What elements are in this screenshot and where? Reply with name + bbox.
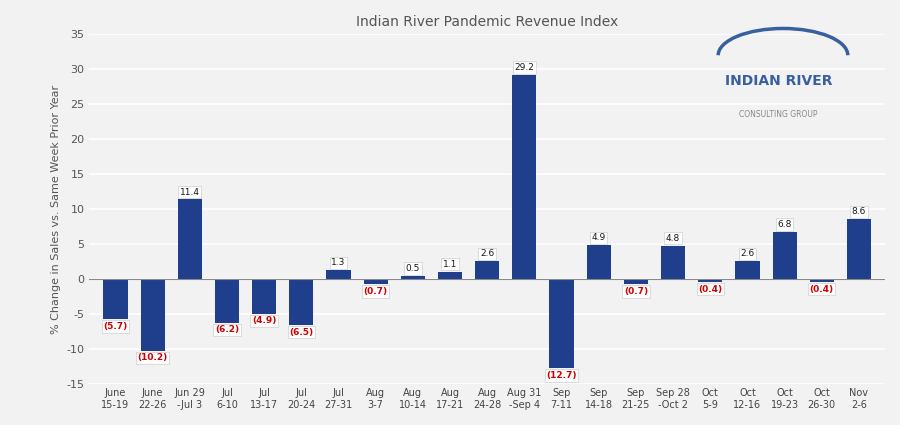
Bar bbox=[215, 279, 239, 323]
Text: (0.7): (0.7) bbox=[364, 287, 388, 296]
Bar bbox=[735, 261, 760, 279]
Text: (5.7): (5.7) bbox=[104, 322, 128, 331]
Text: 1.1: 1.1 bbox=[443, 260, 457, 269]
Bar bbox=[400, 276, 425, 279]
Bar bbox=[810, 279, 834, 282]
Text: (0.4): (0.4) bbox=[810, 285, 834, 294]
Bar bbox=[289, 279, 313, 325]
Text: (6.5): (6.5) bbox=[289, 328, 313, 337]
Text: INDIAN RIVER: INDIAN RIVER bbox=[724, 74, 832, 88]
Bar bbox=[698, 279, 723, 282]
Title: Indian River Pandemic Revenue Index: Indian River Pandemic Revenue Index bbox=[356, 15, 618, 29]
Text: CONSULTING GROUP: CONSULTING GROUP bbox=[739, 110, 818, 119]
Y-axis label: % Change in Sales vs. Same Week Prior Year: % Change in Sales vs. Same Week Prior Ye… bbox=[51, 85, 61, 334]
Bar bbox=[177, 199, 202, 279]
Text: (4.9): (4.9) bbox=[252, 316, 276, 326]
Text: 0.5: 0.5 bbox=[406, 264, 420, 273]
Text: (0.4): (0.4) bbox=[698, 285, 723, 294]
Bar bbox=[327, 270, 351, 279]
Bar bbox=[847, 219, 871, 279]
Text: 2.6: 2.6 bbox=[741, 249, 754, 258]
Bar bbox=[140, 279, 165, 351]
Text: 1.3: 1.3 bbox=[331, 258, 346, 267]
Text: (6.2): (6.2) bbox=[215, 326, 239, 334]
Bar bbox=[512, 75, 536, 279]
Bar bbox=[587, 245, 611, 279]
Bar bbox=[772, 232, 796, 279]
Text: (10.2): (10.2) bbox=[138, 354, 167, 363]
Text: (0.7): (0.7) bbox=[624, 287, 648, 296]
Text: 4.9: 4.9 bbox=[591, 233, 606, 242]
Bar bbox=[624, 279, 648, 284]
Bar bbox=[661, 246, 685, 279]
Bar bbox=[104, 279, 128, 319]
Bar bbox=[550, 279, 573, 368]
Text: 8.6: 8.6 bbox=[851, 207, 866, 216]
Text: 29.2: 29.2 bbox=[515, 63, 535, 72]
Text: 2.6: 2.6 bbox=[480, 249, 494, 258]
Bar bbox=[475, 261, 500, 279]
Text: 4.8: 4.8 bbox=[666, 234, 680, 243]
Bar bbox=[438, 272, 462, 279]
Bar bbox=[252, 279, 276, 314]
Text: (12.7): (12.7) bbox=[546, 371, 577, 380]
Text: 6.8: 6.8 bbox=[778, 220, 792, 229]
Bar bbox=[364, 279, 388, 284]
Text: 11.4: 11.4 bbox=[180, 188, 200, 197]
